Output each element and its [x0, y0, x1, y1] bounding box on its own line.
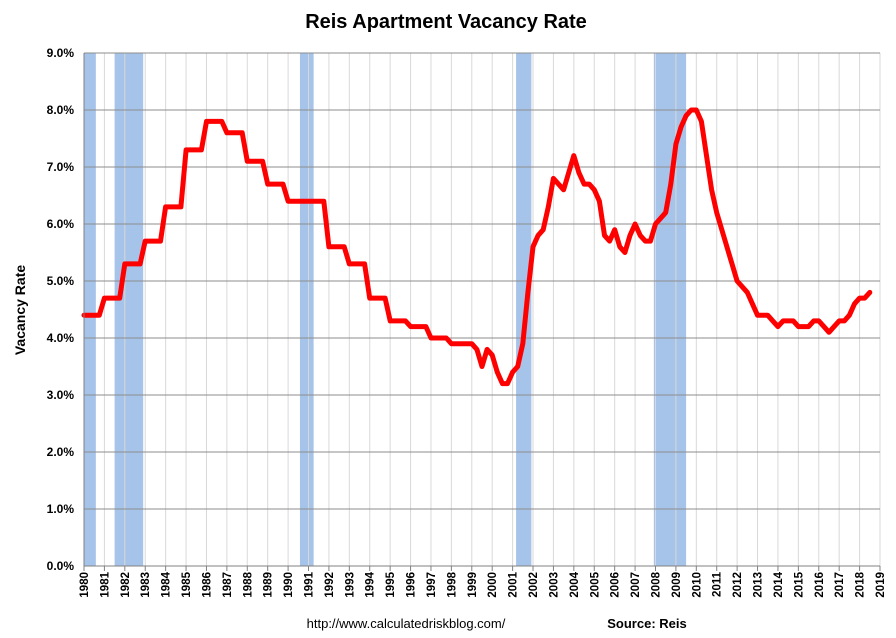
- x-tick-label: 1982: [120, 572, 132, 598]
- x-tick-label: 2018: [855, 571, 867, 597]
- x-tick-label: 2010: [691, 572, 703, 598]
- y-tick-label: 8.0%: [47, 103, 75, 117]
- y-tick-label: 1.0%: [47, 502, 75, 516]
- y-tick-label: 5.0%: [47, 274, 75, 288]
- series-line-group: [81, 107, 873, 387]
- y-tick-label: 0.0%: [47, 559, 75, 573]
- y-axis-label: Vacancy Rate: [12, 265, 28, 355]
- recession-band-4: [653, 53, 687, 566]
- x-tick-label: 1989: [263, 572, 275, 598]
- axes: [83, 53, 881, 571]
- x-tick-label: 1995: [385, 571, 397, 597]
- x-tick-label: 1999: [467, 572, 479, 598]
- y-tick-label: 7.0%: [47, 160, 75, 174]
- x-tick-label: 2001: [508, 571, 520, 597]
- x-tick-label: 1985: [181, 571, 193, 597]
- x-tick-label: 2012: [732, 572, 744, 598]
- x-tick-label: 1987: [222, 572, 234, 598]
- x-tick-label: 2013: [753, 572, 765, 598]
- recession-band-0: [84, 53, 96, 566]
- x-tick-label: 2006: [610, 572, 622, 598]
- x-tick-label: 2000: [487, 572, 499, 598]
- recession-band-1: [114, 53, 144, 566]
- x-tick-label: 1990: [283, 572, 295, 598]
- x-tick-label: 1984: [161, 571, 173, 597]
- x-tick-label: 2011: [712, 571, 724, 597]
- x-tick-label: 1991: [304, 571, 316, 597]
- y-tick-label: 3.0%: [47, 388, 75, 402]
- x-tick-label: 2005: [589, 571, 601, 597]
- x-tick-label: 1981: [99, 571, 111, 597]
- x-tick-label: 1997: [426, 572, 438, 598]
- footer-source: Source: Reis: [607, 616, 686, 631]
- x-tick-labels: 1980 1981 1982 1983 1984 1985 1986 1987 1988 1989…: [79, 571, 887, 597]
- x-tick-label: 2019: [875, 572, 887, 598]
- x-tick-label: 2007: [630, 572, 642, 598]
- y-tick-label: 6.0%: [47, 217, 75, 231]
- x-tick-label: 2009: [671, 572, 683, 598]
- x-tick-label: 2003: [548, 572, 560, 598]
- x-tick-label: 1998: [446, 571, 458, 597]
- x-tick-label: 1986: [202, 572, 214, 598]
- x-tick-label: 1996: [406, 572, 418, 598]
- series-line-0: [81, 107, 873, 387]
- footer-url[interactable]: http://www.calculatedriskblog.com/: [307, 616, 506, 631]
- x-tick-label: 2008: [651, 571, 663, 597]
- x-tick-label: 1993: [344, 572, 356, 598]
- x-tick-label: 2014: [773, 571, 785, 597]
- y-tick-label: 9.0%: [47, 46, 75, 60]
- x-tick-label: 2015: [793, 571, 805, 597]
- x-tick-label: 2017: [834, 572, 846, 598]
- x-tick-label: 1992: [324, 572, 336, 598]
- recession-bands: [84, 53, 687, 566]
- x-tick-label: 2004: [569, 571, 581, 597]
- x-tick-label: 1980: [79, 572, 91, 598]
- y-tick-labels: 0.0% 1.0% 2.0% 3.0% 4.0% 5.0% 6.0% 7.0% 8.0% 9.0%: [47, 46, 75, 573]
- x-tick-label: 2016: [814, 572, 826, 598]
- y-tick-label: 4.0%: [47, 331, 75, 345]
- x-tick-label: 1983: [140, 572, 152, 598]
- x-tick-label: 1994: [365, 571, 377, 597]
- chart-title: Reis Apartment Vacancy Rate: [305, 11, 587, 33]
- y-tick-label: 2.0%: [47, 445, 75, 459]
- x-tick-label: 2002: [528, 572, 540, 598]
- x-tick-label: 1988: [242, 571, 254, 597]
- recession-band-2: [299, 53, 314, 566]
